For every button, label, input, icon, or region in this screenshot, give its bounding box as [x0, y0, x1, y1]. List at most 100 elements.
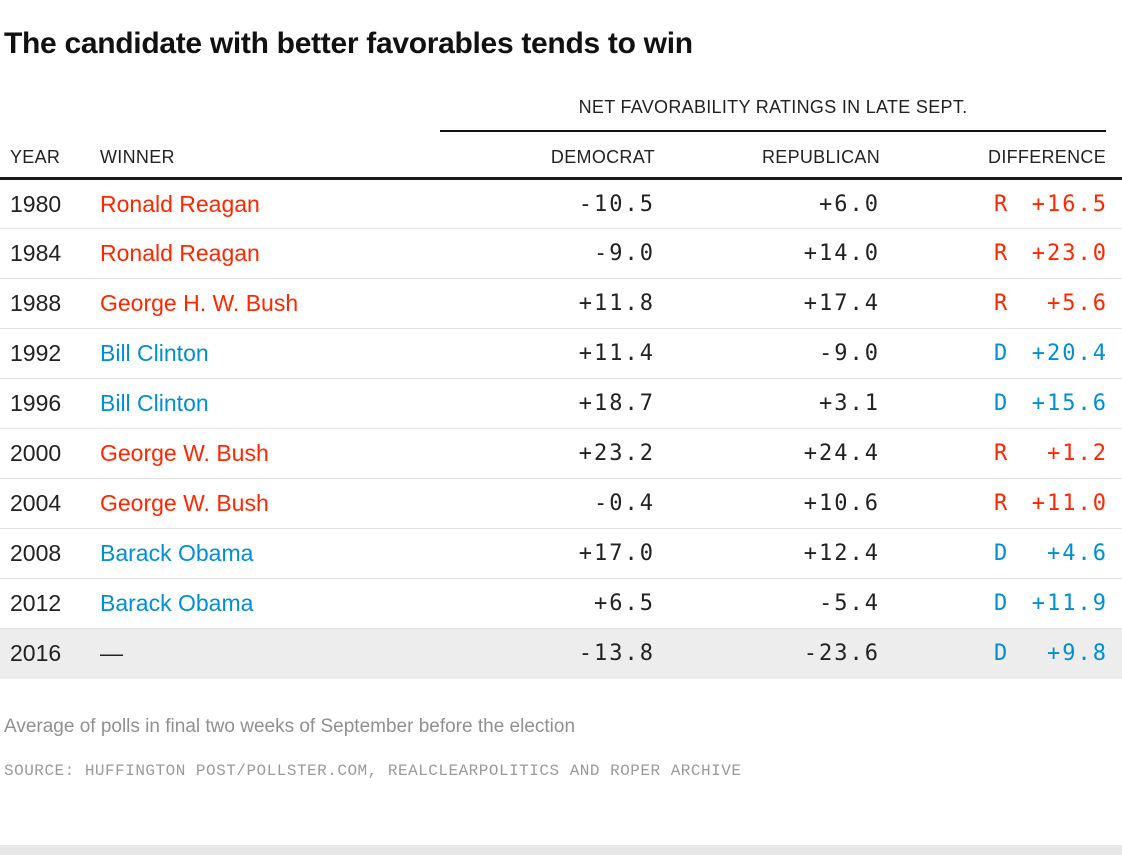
difference-cell: R +1.2	[880, 428, 1122, 479]
difference-cell: R +11.0	[880, 478, 1122, 529]
source-line: SOURCE: HUFFINGTON POST/POLLSTER.COM, RE…	[4, 761, 742, 780]
republican-cell: -23.6	[655, 628, 880, 679]
year-cell: 1988	[0, 278, 100, 329]
year-cell: 2000	[0, 428, 100, 479]
year-cell: 2008	[0, 528, 100, 579]
democrat-cell: +11.4	[440, 328, 655, 379]
winner-cell: George W. Bush	[100, 478, 440, 529]
democrat-cell: -9.0	[440, 228, 655, 279]
difference-inner: D +20.4	[994, 341, 1108, 366]
difference-party: R	[994, 291, 1010, 316]
difference-inner: R +5.6	[994, 291, 1108, 316]
table-row: 1988 George H. W. Bush +11.8 +17.4 R +5.…	[0, 278, 1122, 329]
favorability-table: NET FAVORABILITY RATINGS IN LATE SEPT. Y…	[0, 97, 1122, 679]
column-header-democrat: DEMOCRAT	[440, 132, 655, 180]
republican-cell: -5.4	[655, 578, 880, 629]
difference-cell: D +11.9	[880, 578, 1122, 629]
table-row: 1992 Bill Clinton +11.4 -9.0 D +20.4	[0, 328, 1122, 379]
page-title: The candidate with better favorables ten…	[4, 27, 693, 60]
favorability-graphic: The candidate with better favorables ten…	[0, 27, 1122, 855]
difference-cell: D +20.4	[880, 328, 1122, 379]
year-cell: 1992	[0, 328, 100, 379]
table-row: 2012 Barack Obama +6.5 -5.4 D +11.9	[0, 578, 1122, 629]
difference-inner: D +9.8	[994, 641, 1108, 666]
table-row: 2008 Barack Obama +17.0 +12.4 D +4.6	[0, 528, 1122, 579]
democrat-cell: -10.5	[578, 191, 655, 217]
difference-party: D	[994, 541, 1010, 566]
difference-cell: D +15.6	[880, 378, 1122, 429]
difference-inner: D +4.6	[994, 541, 1108, 566]
group-header-row: NET FAVORABILITY RATINGS IN LATE SEPT.	[0, 97, 1122, 132]
difference-value: +15.6	[1031, 391, 1109, 416]
difference-party: R	[994, 191, 1010, 217]
year-cell: 2012	[0, 578, 100, 629]
footnote: Average of polls in final two weeks of S…	[4, 715, 576, 737]
difference-party: R	[994, 441, 1010, 466]
democrat-cell: +6.5	[440, 578, 655, 629]
year-cell: 2004	[0, 478, 100, 529]
difference-value: +1.2	[1047, 441, 1109, 466]
bottom-bar	[0, 845, 1122, 855]
republican-cell: +24.4	[655, 428, 880, 479]
column-header-row: YEAR WINNER DEMOCRAT REPUBLICAN DIFFEREN…	[0, 132, 1122, 180]
winner-cell: George W. Bush	[100, 428, 440, 479]
republican-cell: +10.6	[655, 478, 880, 529]
column-header-year: YEAR	[0, 132, 100, 180]
difference-party: D	[994, 591, 1010, 616]
difference-value: +23.0	[1031, 241, 1109, 266]
group-header-spacer	[0, 97, 440, 132]
difference-cell: D +4.6	[880, 528, 1122, 579]
winner-cell: Barack Obama	[100, 528, 440, 579]
winner-cell: —	[100, 628, 440, 679]
difference-party: R	[994, 241, 1010, 266]
difference-party: D	[994, 641, 1010, 667]
democrat-cell: +17.0	[440, 528, 655, 579]
column-header-winner: WINNER	[100, 132, 440, 180]
difference-value: +5.6	[1047, 291, 1109, 316]
table-row: 1980 Ronald Reagan -10.5 +6.0 R +16.5	[0, 179, 1122, 229]
difference-cell: D +9.8	[880, 628, 1122, 679]
democrat-cell: -13.8	[440, 628, 655, 679]
difference-value: +4.6	[1047, 541, 1109, 566]
table-body: 1980 Ronald Reagan -10.5 +6.0 R +16.5 19…	[0, 179, 1122, 679]
republican-cell: -9.0	[655, 328, 880, 379]
difference-value: +20.4	[1031, 341, 1109, 366]
winner-cell: Barack Obama	[100, 578, 440, 629]
table-row: 1996 Bill Clinton +18.7 +3.1 D +15.6	[0, 378, 1122, 429]
difference-party: R	[994, 491, 1010, 516]
difference-cell: R +16.5	[880, 179, 1122, 229]
table-row: 1984 Ronald Reagan -9.0 +14.0 R +23.0	[0, 228, 1122, 279]
difference-party: D	[994, 341, 1010, 366]
year-cell: 1984	[0, 228, 100, 279]
republican-cell: +14.0	[655, 228, 880, 279]
republican-cell: +17.4	[655, 278, 880, 329]
democrat-cell: +11.8	[440, 278, 655, 329]
table-row: 2000 George W. Bush +23.2 +24.4 R +1.2	[0, 428, 1122, 479]
difference-inner: R +1.2	[994, 441, 1108, 466]
democrat-cell: +18.7	[440, 378, 655, 429]
winner-cell: Bill Clinton	[100, 378, 440, 429]
year-cell: 1996	[0, 378, 100, 429]
difference-inner: D +11.9	[994, 591, 1108, 616]
column-header-republican: REPUBLICAN	[655, 132, 880, 180]
table-row: 2004 George W. Bush -0.4 +10.6 R +11.0	[0, 478, 1122, 529]
difference-value: +11.0	[1031, 491, 1109, 516]
difference-inner: D +15.6	[994, 391, 1108, 416]
winner-cell: Ronald Reagan	[100, 190, 260, 217]
difference-cell: R +23.0	[880, 228, 1122, 279]
difference-value: +9.8	[1047, 641, 1109, 667]
column-header-difference: DIFFERENCE	[880, 132, 1122, 180]
group-header-cell: NET FAVORABILITY RATINGS IN LATE SEPT.	[440, 97, 1122, 132]
republican-cell: +3.1	[655, 378, 880, 429]
winner-cell: George H. W. Bush	[100, 278, 440, 329]
difference-inner: R +11.0	[994, 491, 1108, 516]
difference-value: +16.5	[1031, 191, 1109, 217]
difference-inner: R +16.5	[994, 192, 1108, 217]
difference-party: D	[994, 391, 1010, 416]
republican-cell: +6.0	[819, 191, 880, 217]
winner-cell: Bill Clinton	[100, 328, 440, 379]
group-header: NET FAVORABILITY RATINGS IN LATE SEPT.	[440, 97, 1107, 132]
difference-inner: R +23.0	[994, 241, 1108, 266]
difference-cell: R +5.6	[880, 278, 1122, 329]
year-cell: 2016	[0, 628, 100, 679]
